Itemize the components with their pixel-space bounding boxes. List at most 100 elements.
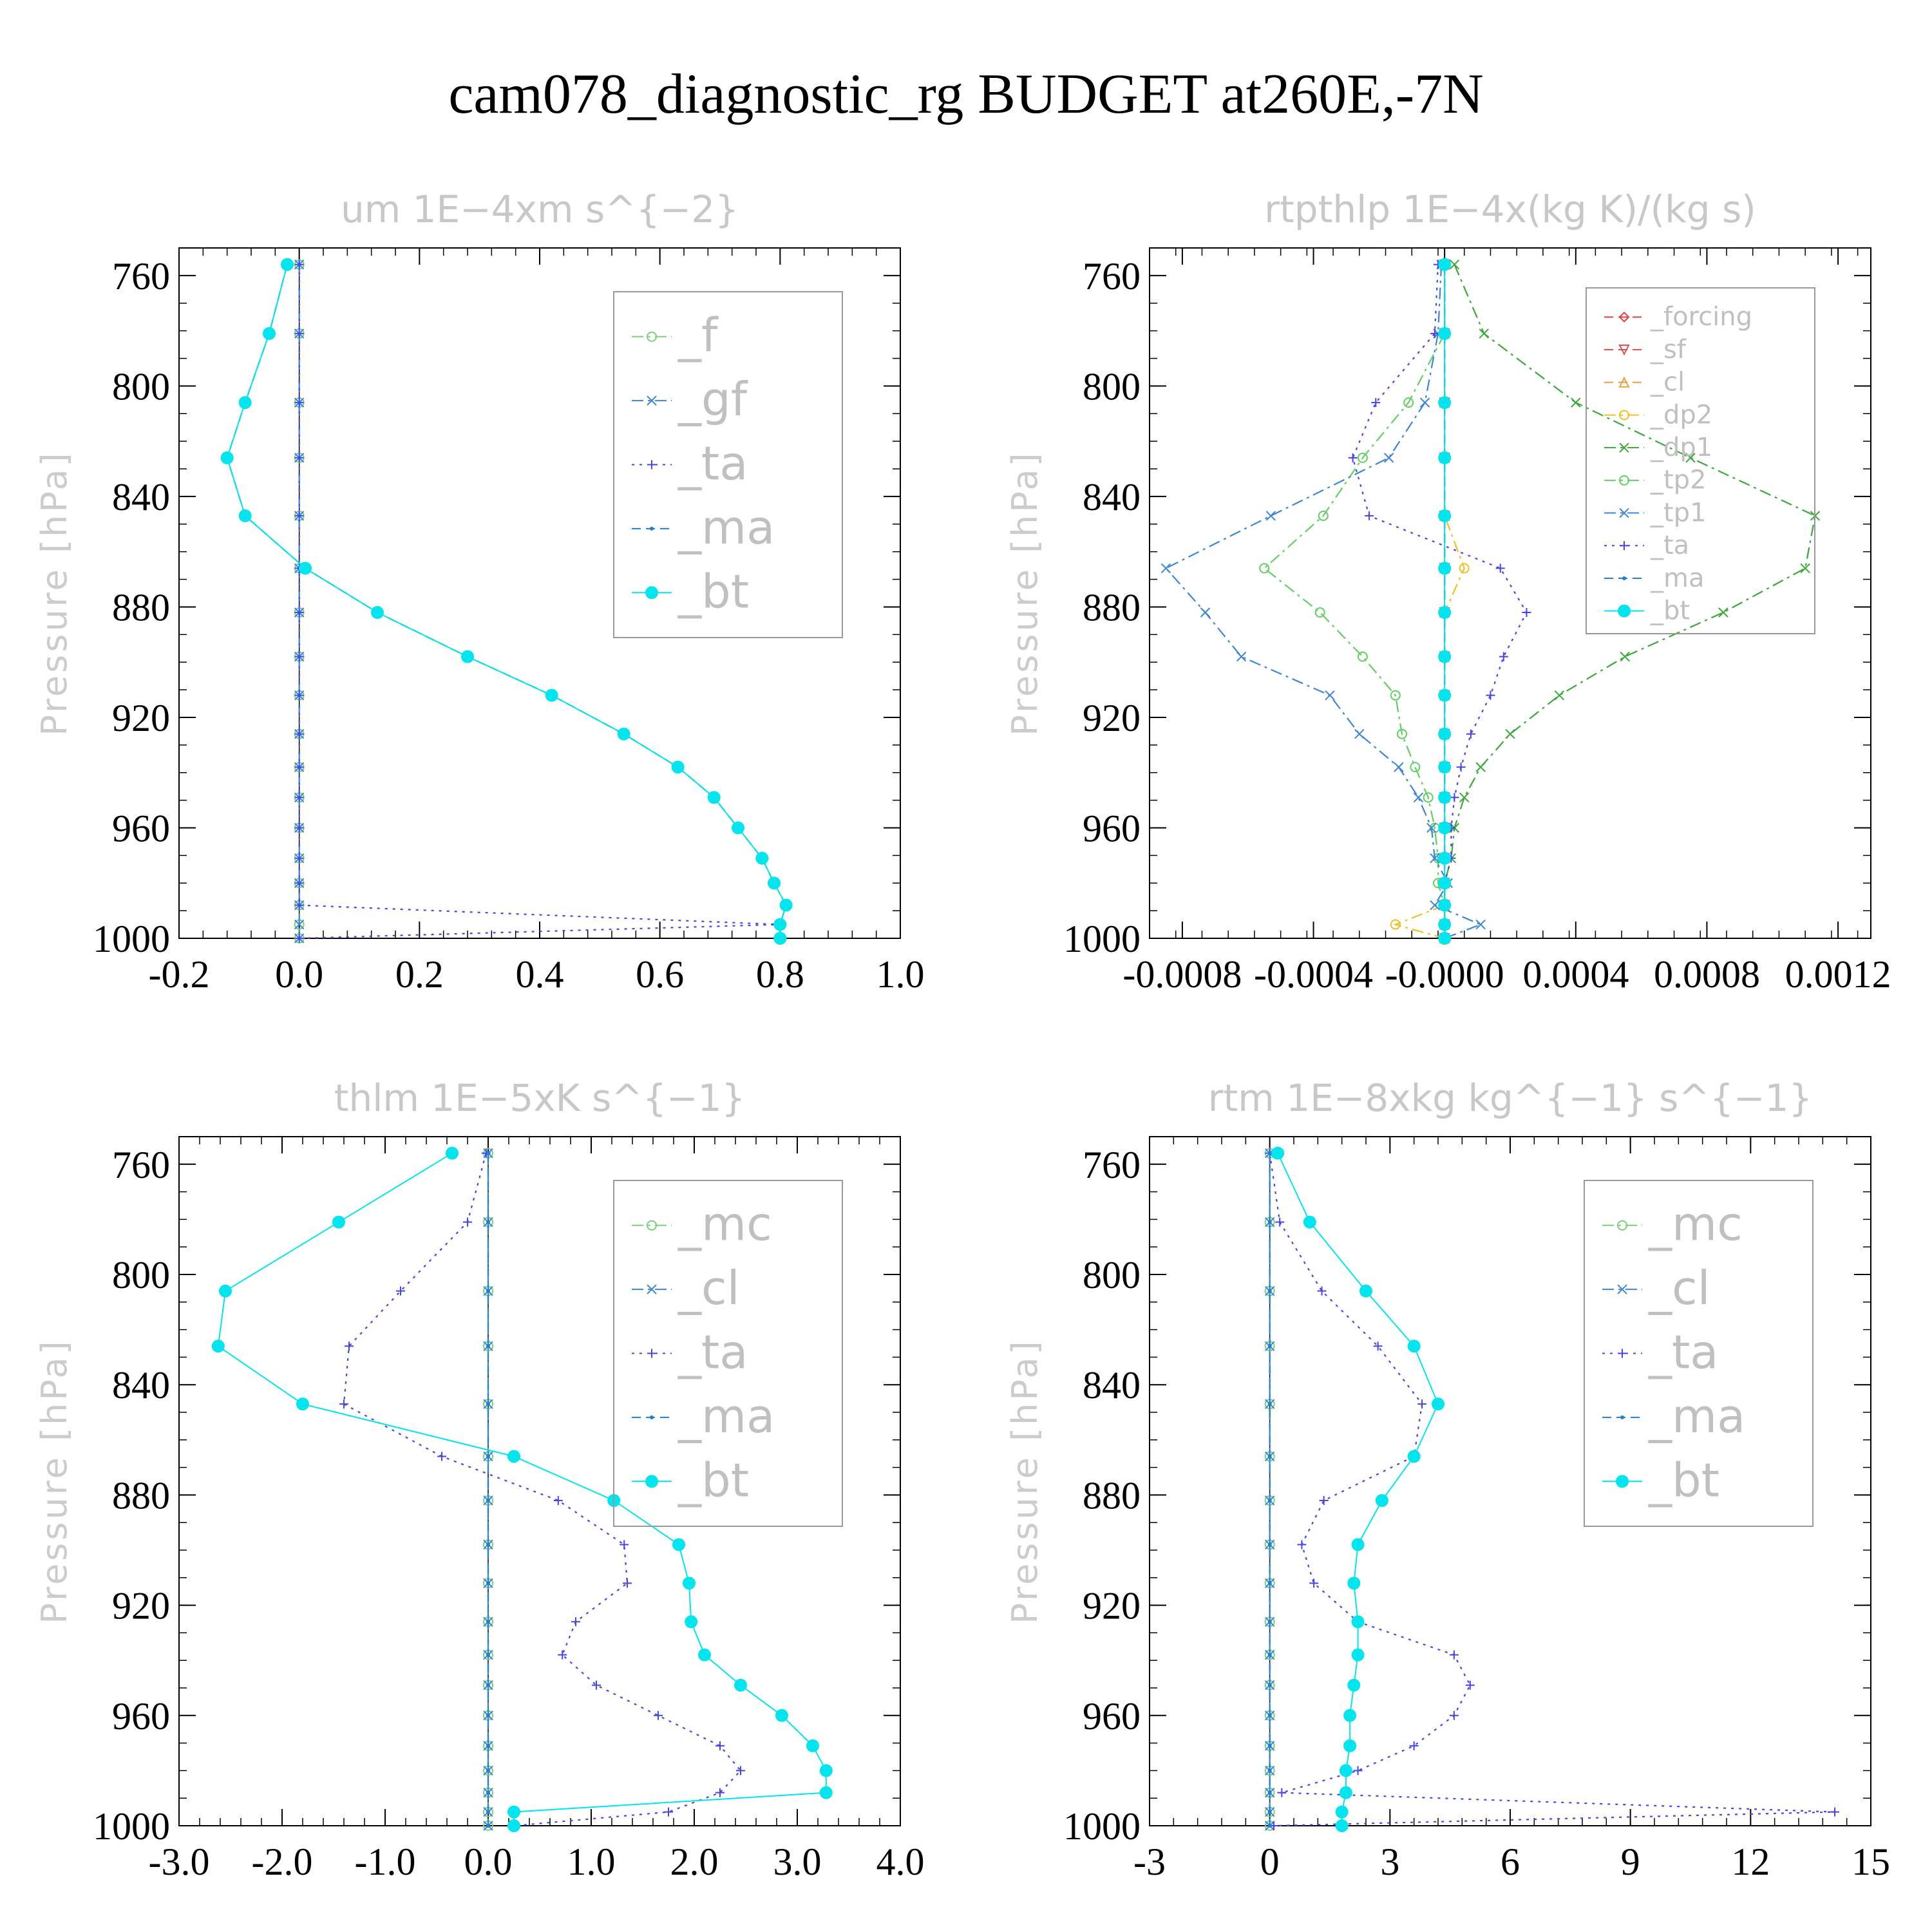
data-point bbox=[806, 1739, 819, 1752]
legend-entry: _bt bbox=[632, 564, 749, 618]
series-bt bbox=[1438, 258, 1452, 945]
data-point bbox=[371, 606, 384, 620]
data-point bbox=[1303, 1215, 1316, 1229]
data-point bbox=[1430, 900, 1440, 911]
data-point bbox=[671, 761, 685, 774]
data-point bbox=[1267, 1220, 1272, 1224]
y-axis-label: Pressure [hPa] bbox=[1005, 1338, 1045, 1624]
legend: _forcing_sf _cl _dp2 _dp1 _tp2 _tp1 _ta _ma _bt bbox=[1586, 287, 1815, 634]
panel-1: um 1E−4xm s^{−2} Pressure [hPa] 760 800 840 8… bbox=[34, 187, 925, 996]
y-tick-label: 760 bbox=[112, 255, 170, 298]
legend-entry: _ma bbox=[632, 500, 775, 554]
plot-frame bbox=[178, 247, 901, 939]
data-point bbox=[672, 1538, 685, 1551]
legend-marker bbox=[647, 395, 657, 406]
series-line bbox=[1352, 264, 1528, 938]
data-point bbox=[486, 1542, 490, 1547]
data-point bbox=[1390, 919, 1401, 930]
x-tick-label: 6 bbox=[1501, 1841, 1520, 1883]
y-tick-label: 800 bbox=[1083, 1254, 1141, 1296]
x-tick-label: 0.0008 bbox=[1654, 953, 1760, 996]
data-point bbox=[486, 1713, 490, 1718]
data-point bbox=[1277, 1788, 1287, 1797]
x-tick-label: 0.0004 bbox=[1522, 953, 1629, 996]
data-point bbox=[1505, 728, 1515, 739]
data-point bbox=[1267, 1810, 1272, 1814]
data-point bbox=[486, 1790, 490, 1795]
data-point bbox=[1438, 396, 1452, 410]
data-point bbox=[294, 690, 304, 700]
data-point bbox=[1465, 1680, 1475, 1690]
legend-label: _bt bbox=[1650, 596, 1690, 625]
data-point bbox=[1479, 328, 1489, 339]
data-point bbox=[461, 650, 474, 663]
legend-entry: _bt bbox=[1602, 1453, 1719, 1507]
series-ta bbox=[1348, 260, 1531, 943]
legend-label: _bt bbox=[1648, 1453, 1719, 1507]
x-tick-label: -0.0000 bbox=[1385, 953, 1504, 996]
data-point bbox=[1267, 1402, 1272, 1406]
legend-label: _ta bbox=[677, 437, 748, 491]
legend-marker bbox=[1616, 1475, 1629, 1488]
legend-label: _tp2 bbox=[1650, 466, 1707, 495]
legend: _mc _cl _ta _ma _bt bbox=[613, 1180, 843, 1527]
legend-marker bbox=[1619, 475, 1629, 486]
data-point bbox=[486, 1151, 490, 1155]
y-tick-label: 880 bbox=[1083, 1474, 1141, 1517]
x-tick-label: 9 bbox=[1621, 1841, 1640, 1883]
data-point bbox=[486, 1220, 490, 1224]
data-point bbox=[1522, 608, 1531, 618]
plot-frame bbox=[1149, 1136, 1871, 1826]
data-point bbox=[1423, 792, 1434, 803]
x-tick-label: -0.2 bbox=[149, 953, 210, 996]
data-point bbox=[1438, 918, 1452, 931]
legend-label: _dp2 bbox=[1650, 400, 1712, 430]
data-point bbox=[1343, 1739, 1357, 1752]
data-point bbox=[294, 608, 304, 618]
panel-title: rtpthlp 1E−4x(kg K)/(kg s) bbox=[1264, 187, 1756, 231]
legend-label: _ma bbox=[1650, 564, 1704, 593]
y-tick-label: 960 bbox=[1083, 1695, 1141, 1738]
series-bt bbox=[211, 1146, 833, 1832]
legend-entry: _mc bbox=[1602, 1197, 1743, 1251]
data-point bbox=[768, 876, 781, 890]
legend-marker bbox=[647, 460, 656, 469]
series-line bbox=[343, 1153, 742, 1827]
data-point bbox=[294, 398, 304, 408]
y-tick-label: 800 bbox=[112, 365, 170, 408]
y-tick-label: 840 bbox=[1083, 1364, 1141, 1406]
data-point bbox=[1397, 728, 1407, 739]
y-tick-label: 760 bbox=[1083, 255, 1141, 298]
data-point bbox=[664, 1807, 673, 1817]
data-point bbox=[1409, 1741, 1419, 1750]
data-point bbox=[437, 1452, 446, 1461]
x-tick-label: 0.0012 bbox=[1785, 953, 1891, 996]
legend-label: _ta bbox=[677, 1325, 748, 1379]
y-tick-label: 1000 bbox=[93, 1805, 170, 1848]
data-point bbox=[486, 1581, 490, 1586]
x-tick-label: 0.2 bbox=[395, 953, 444, 996]
data-point bbox=[1357, 651, 1368, 662]
legend-marker bbox=[645, 586, 658, 600]
y-tick-label: 880 bbox=[112, 1474, 170, 1517]
x-tick-label: 3 bbox=[1380, 1841, 1399, 1883]
data-point bbox=[296, 1397, 309, 1411]
data-point bbox=[1438, 562, 1452, 575]
data-point bbox=[1267, 1743, 1272, 1748]
legend-label: _sf bbox=[1650, 335, 1687, 365]
legend-box bbox=[1586, 287, 1815, 634]
data-point bbox=[1438, 327, 1452, 340]
data-point bbox=[1486, 690, 1495, 700]
data-point bbox=[339, 1399, 348, 1409]
legend-label: _cl bbox=[1648, 1261, 1710, 1315]
figure-title: cam078_diagnostic_rg BUDGET at260E,-7N bbox=[448, 63, 1483, 126]
data-point bbox=[1432, 1397, 1444, 1411]
data-point bbox=[294, 823, 304, 833]
y-tick-label: 800 bbox=[112, 1254, 170, 1296]
y-tick-label: 960 bbox=[1083, 807, 1141, 849]
data-point bbox=[620, 1540, 629, 1549]
data-point bbox=[345, 1341, 354, 1351]
data-point bbox=[1459, 792, 1470, 803]
data-point bbox=[1267, 1790, 1272, 1795]
data-point bbox=[1571, 397, 1581, 408]
